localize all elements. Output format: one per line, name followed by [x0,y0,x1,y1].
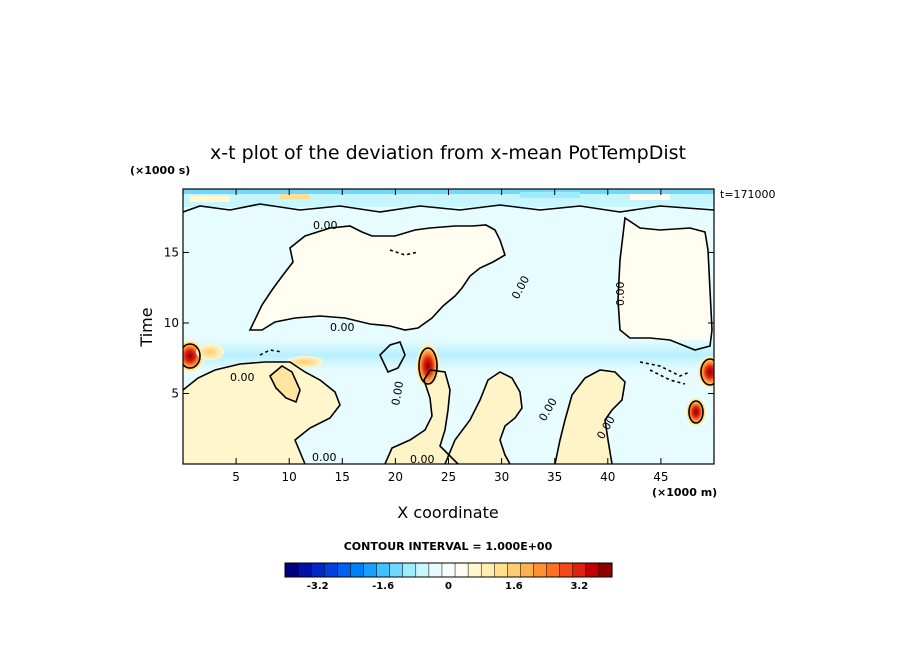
colorbar-swatch [494,562,508,578]
y-tick-label: 5 [171,386,179,400]
contour-lines [183,203,714,464]
colorbar-swatch [480,562,495,578]
colorbar-swatch [284,562,299,578]
colorbar-swatch [337,562,351,578]
colorbar-swatch [402,562,417,578]
x-tick-label: 15 [335,470,350,484]
contour-label: 0.00 [312,451,337,464]
y-tick-label: 10 [164,316,179,330]
x-tick-label: 5 [232,470,240,484]
y-tick-label: 15 [164,245,179,259]
heatmap-region-upper-right [618,218,712,350]
colorbar-swatch [533,562,548,578]
colorbar-swatch [323,562,338,578]
x-tick-label: 35 [547,470,562,484]
colorbar-swatch [546,562,561,578]
colorbar-tick-label: -1.6 [372,581,394,592]
contour-line [248,224,506,331]
contour-line [700,358,714,386]
contour-label: 0.00 [614,282,627,307]
chart-title: x-t plot of the deviation from x-mean Po… [210,142,686,164]
colorbar-tick-label: 1.6 [505,581,523,592]
heatmap-top-spot [630,194,670,200]
colorbar-swatch [507,562,521,578]
colorbar-swatch [350,562,365,578]
contour-line [183,203,714,213]
contour-label: 0.00 [330,321,355,334]
heatmap-region-lower-left [183,362,340,464]
heatmap-region-central-tongue [385,370,458,464]
colorbar [284,562,613,578]
contour-line [384,369,459,464]
y-axis-ticks: 5 10 15 [164,245,714,400]
heatmap-field: 0.00 0.00 0.00 0.00 0.00 0.00 0.00 0.00 … [183,189,714,466]
contour-label: 0.00 [313,219,338,232]
contour-line [639,361,691,377]
colorbar-labels: -3.2 -1.6 0 1.6 3.2 [307,581,588,592]
contour-line [379,341,406,374]
x-tick-label: 20 [388,470,403,484]
contour-line [389,249,419,256]
time-note: t=171000 [720,188,776,201]
contour-label: 0.00 [389,380,406,406]
contour-label: 0.00 [230,371,255,384]
colorbar-swatch [297,562,312,578]
colorbar-tick-label: 3.2 [570,581,588,592]
colorbar-swatch [520,562,535,578]
x-axis-label: X coordinate [397,503,498,522]
colorbar-swatch [467,562,482,578]
heatmap-region-upper-left [250,225,505,330]
contour-line [444,371,523,464]
y-axis-label: Time [137,307,156,347]
heatmap-top-spot [280,194,310,199]
colorbar-swatch [415,562,430,578]
heatmap-region-central-lower [445,372,522,464]
colorbar-swatch [585,562,600,578]
colorbar-swatch [572,562,587,578]
warm-spot-mid [287,356,323,368]
x-tick-label: 40 [600,470,615,484]
contour-label: 0.00 [410,453,435,466]
colorbar-swatch [559,562,574,578]
colorbar-tick-label: 0 [445,581,452,592]
x-tick-label: 30 [494,470,509,484]
contour-line [269,365,301,404]
contour-line [649,369,686,385]
y-axis-unit: (×1000 s) [130,164,190,177]
x-tick-label: 25 [441,470,456,484]
contour-line [183,343,201,369]
contour-line [418,347,438,385]
colorbar-swatch [376,562,391,578]
colorbar-frame [284,562,613,578]
colorbar-swatch [389,562,404,578]
hotspot-center [416,344,440,388]
contour-line [183,361,341,464]
x-axis-unit: (×1000 m) [652,486,717,499]
x-axis-ticks: 5 10 15 20 25 30 35 40 45 [232,189,669,484]
contour-line [617,216,713,351]
colorbar-swatch [310,562,325,578]
warm-spot-left [196,344,224,360]
colorbar-swatch [441,562,456,578]
colorbar-swatch [598,562,613,578]
colorbar-tick-label: -3.2 [307,581,329,592]
heatmap-top-spot [520,192,580,198]
contour-interval-label: CONTOUR INTERVAL = 1.000E+00 [344,540,553,553]
contour-line [688,400,704,424]
colorbar-swatch [363,562,378,578]
x-tick-label: 45 [653,470,668,484]
colorbar-swatch [454,562,469,578]
contour-line [259,349,283,356]
heatmap-top-spot [190,196,230,202]
colorbar-swatch [428,562,443,578]
contour-line [554,369,626,464]
x-tick-label: 10 [282,470,297,484]
